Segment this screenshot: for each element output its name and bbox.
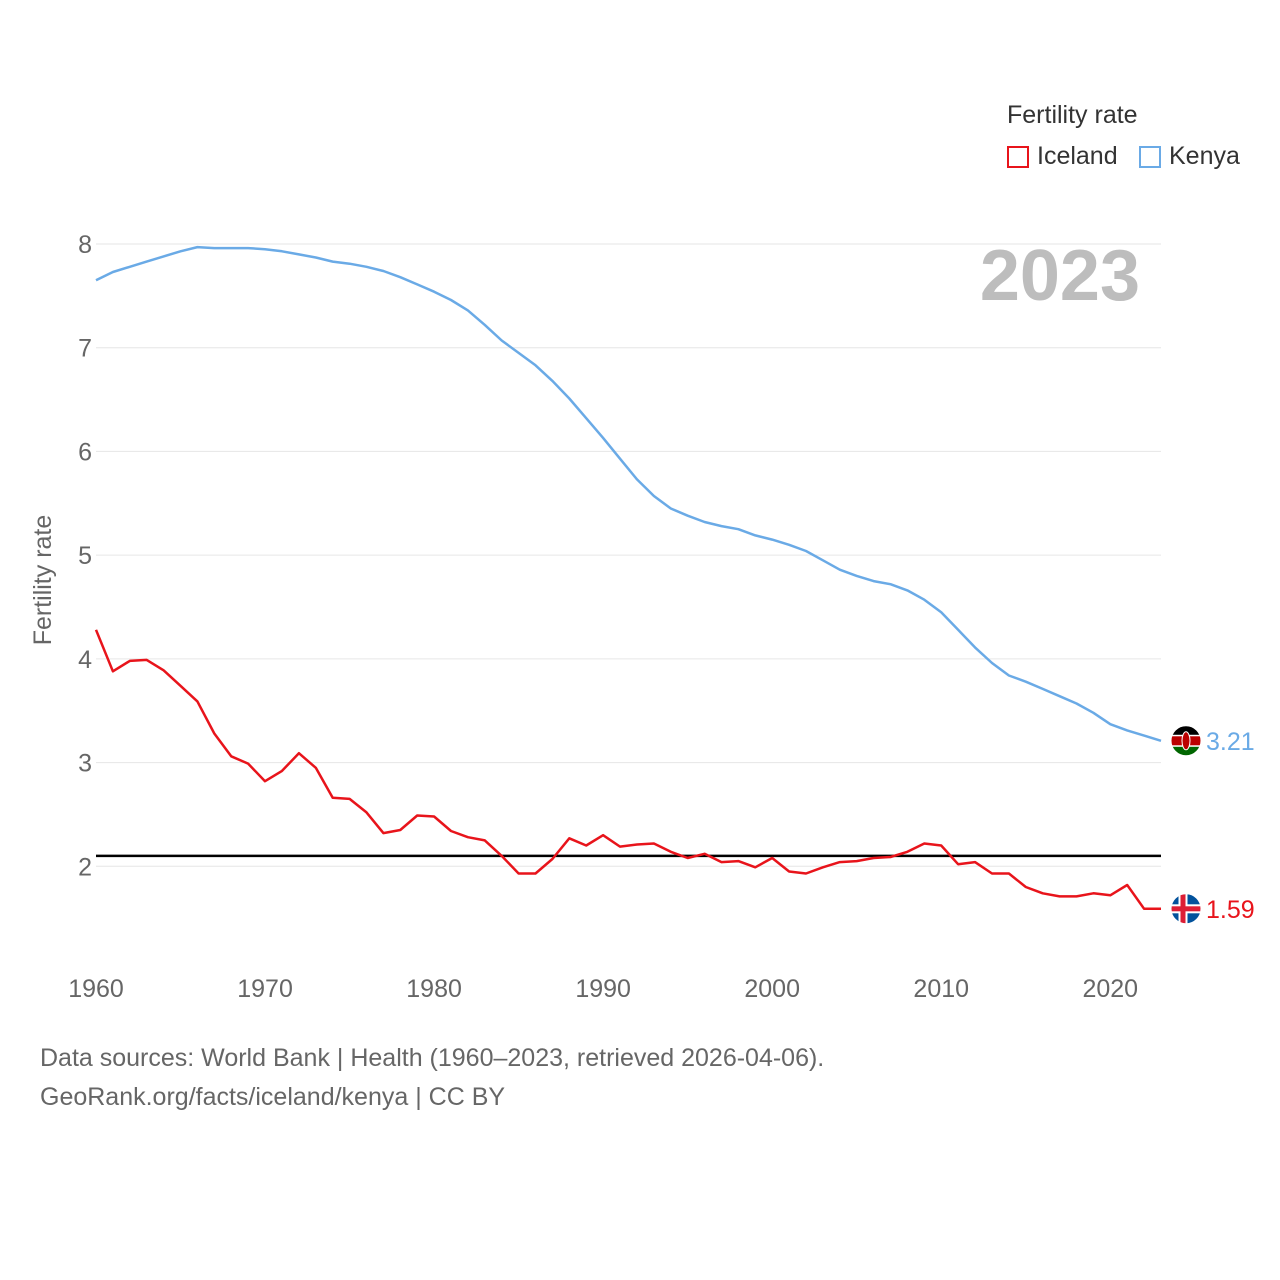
flag-cross-v-red <box>1180 893 1186 924</box>
flag-body <box>1171 893 1201 924</box>
y-tick-label-8: 8 <box>78 231 92 259</box>
flag-band-black <box>1171 725 1201 736</box>
y-tick-label-5: 5 <box>78 542 92 570</box>
legend-title: Fertility rate <box>1007 101 1138 129</box>
end-label-kenya: 3.21 <box>1206 728 1255 756</box>
flag-shield <box>1181 731 1191 751</box>
x-tick-label-1980: 1980 <box>406 975 462 1003</box>
x-tick-label-1990: 1990 <box>575 975 631 1003</box>
series-line-iceland <box>94 629 1161 911</box>
x-tick-label-2010: 2010 <box>913 975 969 1003</box>
x-tick-label-2020: 2020 <box>1082 975 1138 1003</box>
y-tick-label-3: 3 <box>78 750 92 778</box>
legend-swatch-kenya <box>1139 145 1161 168</box>
flag-border <box>1170 893 1202 925</box>
x-tick-label-1970: 1970 <box>237 975 293 1003</box>
y-axis-label: Fertility rate <box>29 515 57 646</box>
x-tick-label-2000: 2000 <box>744 975 800 1003</box>
legend-swatch-iceland <box>1007 145 1029 168</box>
series-line-kenya <box>95 245 1162 742</box>
x-tick-label-1960: 1960 <box>68 975 124 1003</box>
y-tick-label-4: 4 <box>78 646 92 674</box>
iceland-flag-icon <box>1170 893 1202 925</box>
footer-sources: Data sources: World Bank | Health (1960–… <box>40 1044 825 1072</box>
legend-label-iceland: Iceland <box>1037 142 1118 170</box>
footer-link[interactable]: GeoRank.org/facts/iceland/kenya | CC BY <box>40 1083 506 1111</box>
year-label: 2023 <box>980 236 1140 316</box>
legend-label-kenya: Kenya <box>1169 142 1240 170</box>
legend-item-kenya[interactable]: Kenya <box>1139 142 1240 171</box>
flag-cross-h-red <box>1171 906 1201 912</box>
end-label-iceland: 1.59 <box>1206 896 1255 924</box>
y-tick-label-6: 6 <box>78 438 92 466</box>
kenya-flag-icon <box>1170 725 1202 757</box>
flag-body <box>1171 725 1201 756</box>
y-tick-label-7: 7 <box>78 335 92 363</box>
legend-item-iceland[interactable]: Iceland <box>1007 142 1118 171</box>
flag-band-green <box>1171 745 1201 756</box>
y-tick-label-2: 2 <box>78 853 92 881</box>
flag-border <box>1170 725 1202 757</box>
